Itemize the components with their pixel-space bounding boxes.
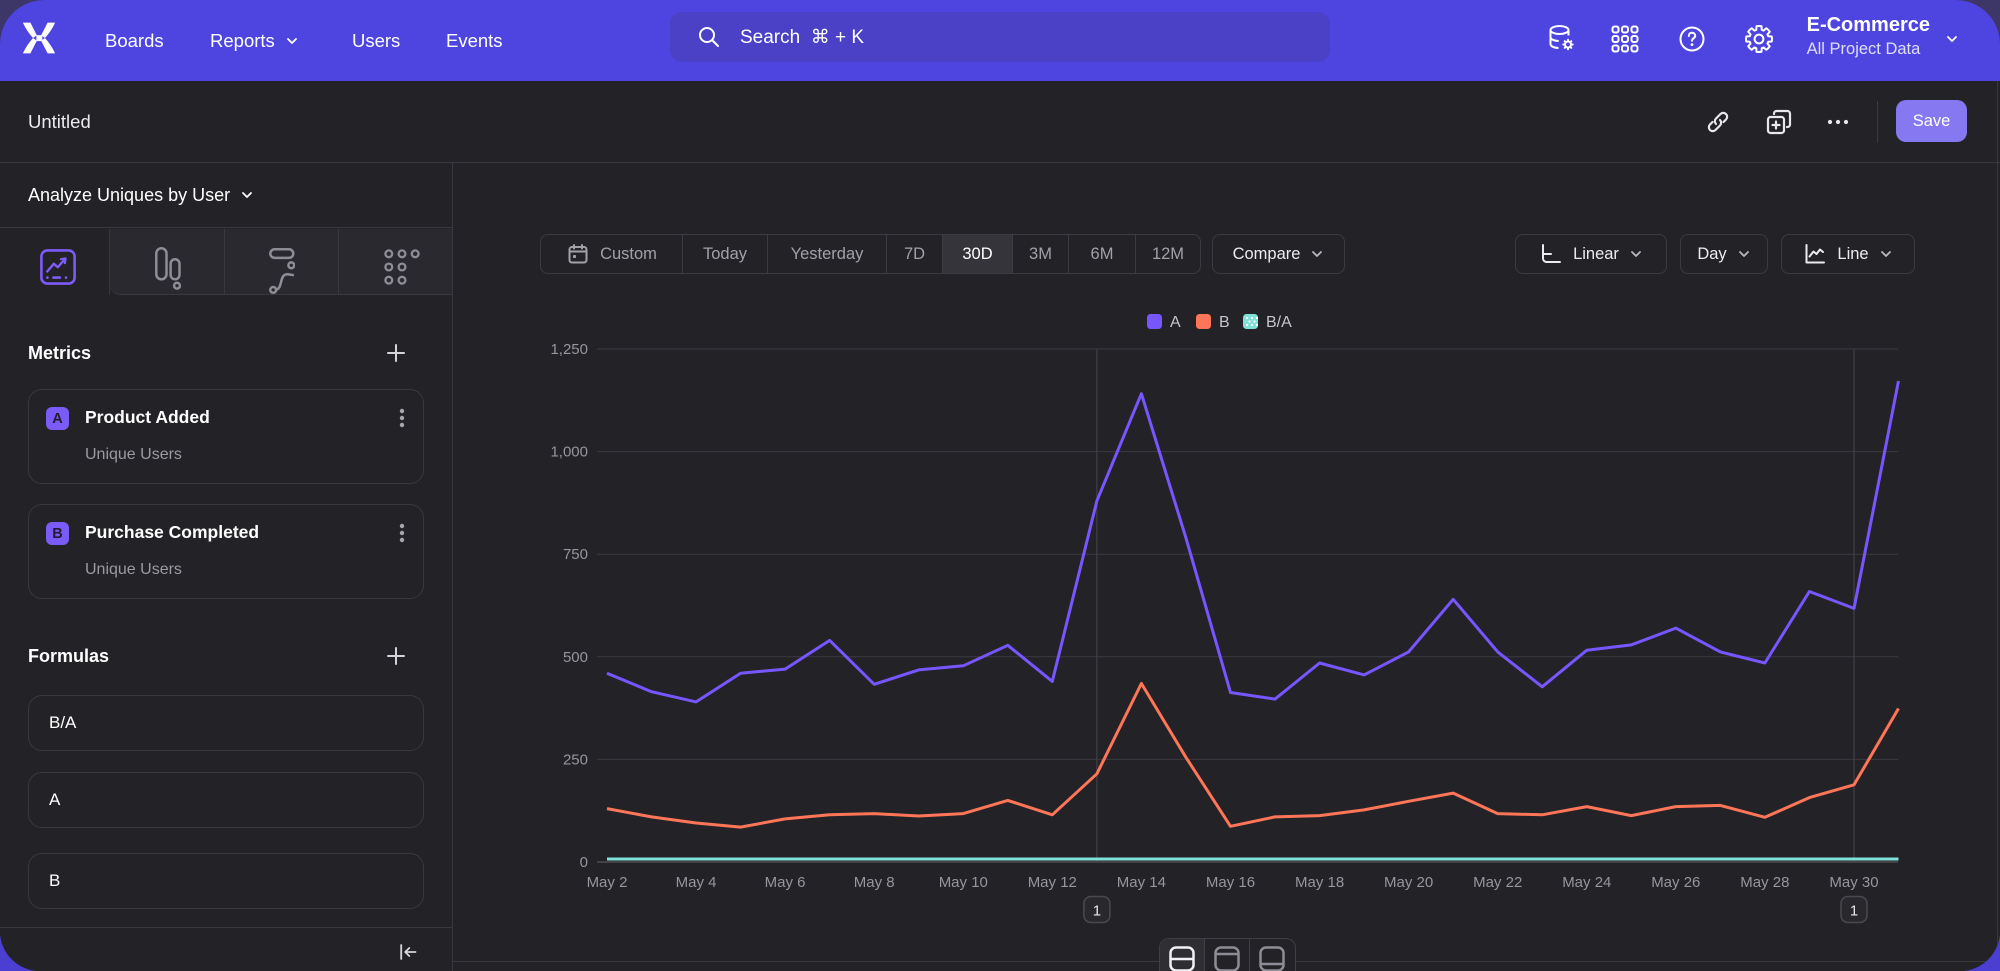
svg-text:750: 750 [563, 546, 588, 563]
svg-text:1: 1 [1850, 903, 1858, 920]
svg-text:May 24: May 24 [1562, 874, 1611, 891]
svg-text:May 22: May 22 [1473, 874, 1522, 891]
svg-text:May 20: May 20 [1384, 874, 1433, 891]
svg-text:May 18: May 18 [1295, 874, 1344, 891]
svg-text:1: 1 [1093, 903, 1101, 920]
svg-text:May 6: May 6 [765, 874, 806, 891]
svg-text:B: B [1219, 314, 1230, 331]
svg-text:May 2: May 2 [587, 874, 628, 891]
svg-text:May 4: May 4 [676, 874, 717, 891]
svg-text:250: 250 [563, 751, 588, 768]
svg-text:0: 0 [580, 854, 588, 871]
svg-text:1,250: 1,250 [550, 341, 588, 358]
svg-text:May 30: May 30 [1829, 874, 1878, 891]
svg-text:May 10: May 10 [939, 874, 988, 891]
svg-text:500: 500 [563, 649, 588, 666]
svg-text:May 14: May 14 [1117, 874, 1166, 891]
svg-text:May 28: May 28 [1740, 874, 1789, 891]
svg-text:May 8: May 8 [854, 874, 895, 891]
svg-text:A: A [1170, 314, 1181, 331]
svg-text:1,000: 1,000 [550, 444, 588, 461]
svg-text:May 12: May 12 [1028, 874, 1077, 891]
svg-text:B/A: B/A [1266, 314, 1292, 331]
svg-text:May 26: May 26 [1651, 874, 1700, 891]
svg-text:May 16: May 16 [1206, 874, 1255, 891]
